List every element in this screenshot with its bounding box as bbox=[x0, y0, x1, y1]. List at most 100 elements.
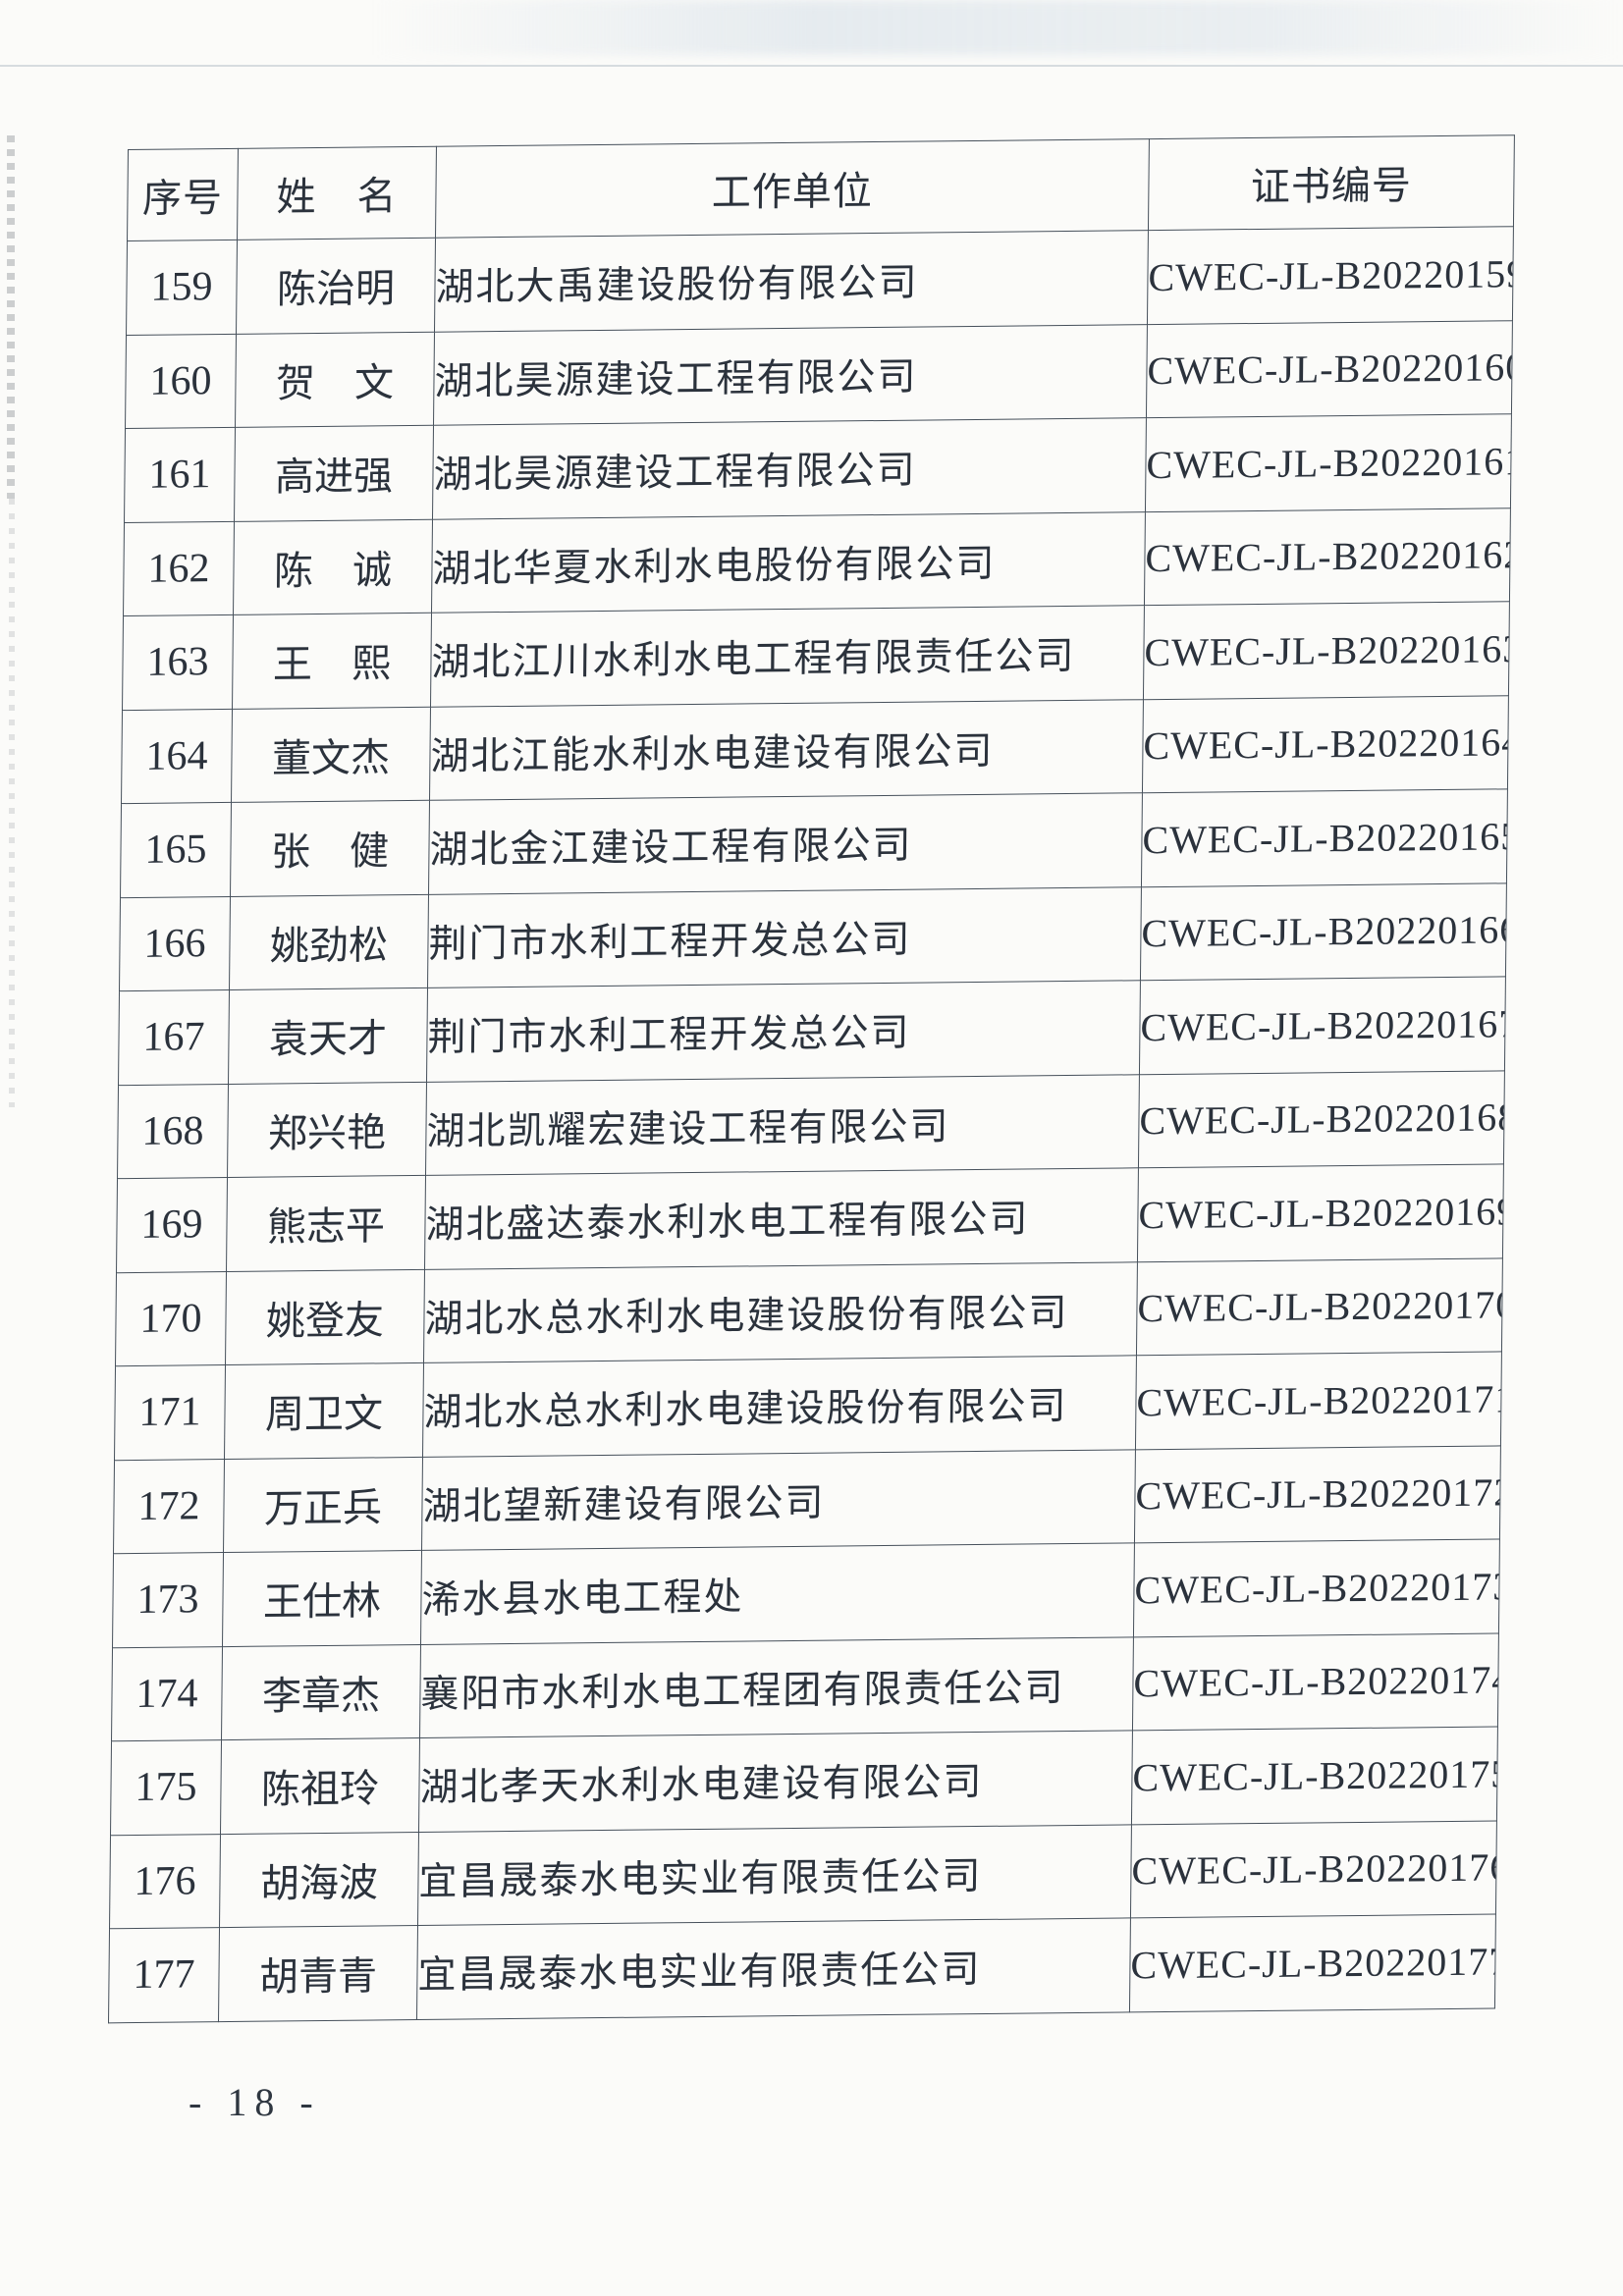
table-row: 163 王 熙 湖北江川水利水电工程有限责任公司 CWEC-JL-B202201… bbox=[122, 601, 1510, 711]
cell-certificate-number: CWEC-JL-B20220164 bbox=[1142, 695, 1509, 793]
cell-name: 周卫文 bbox=[224, 1362, 424, 1460]
cell-certificate-number: CWEC-JL-B20220162 bbox=[1144, 507, 1511, 606]
cell-index: 164 bbox=[121, 708, 233, 804]
cell-index: 167 bbox=[118, 989, 230, 1086]
cell-certificate-number: CWEC-JL-B20220171 bbox=[1135, 1351, 1502, 1450]
cell-index: 161 bbox=[124, 427, 236, 523]
table-row: 169 熊志平 湖北盛达泰水利水电工程有限公司 CWEC-JL-B2022016… bbox=[116, 1163, 1504, 1273]
cell-work-unit: 宜昌晟泰水电实业有限责任公司 bbox=[416, 1917, 1131, 2020]
cell-work-unit: 襄阳市水利水电工程团有限责任公司 bbox=[419, 1636, 1134, 1738]
certificate-table: 序号 姓 名 工作单位 证书编号 159 陈治明 湖北大禹建设股份有限公司 CW… bbox=[108, 134, 1515, 2023]
cell-certificate-number: CWEC-JL-B20220169 bbox=[1137, 1163, 1504, 1262]
cell-work-unit: 湖北昊源建设工程有限公司 bbox=[433, 324, 1148, 426]
cell-work-unit: 湖北凯耀宏建设工程有限公司 bbox=[425, 1074, 1140, 1176]
cell-name: 陈祖玲 bbox=[220, 1737, 420, 1835]
cell-index: 159 bbox=[126, 240, 238, 336]
cell-work-unit: 湖北望新建设有限公司 bbox=[421, 1449, 1136, 1551]
cell-certificate-number: CWEC-JL-B20220175 bbox=[1131, 1726, 1498, 1825]
cell-certificate-number: CWEC-JL-B20220177 bbox=[1129, 1914, 1496, 2012]
table-row: 164 董文杰 湖北江能水利水电建设有限公司 CWEC-JL-B20220164 bbox=[121, 695, 1509, 804]
cell-index: 176 bbox=[109, 1834, 221, 1929]
cell-certificate-number: CWEC-JL-B20220167 bbox=[1139, 976, 1506, 1075]
table-row: 173 王仕林 浠水县水电工程处 CWEC-JL-B20220173 bbox=[112, 1538, 1500, 1648]
cell-name: 姚劲松 bbox=[229, 893, 429, 990]
table-row: 176 胡海波 宜昌晟泰水电实业有限责任公司 CWEC-JL-B20220176 bbox=[109, 1820, 1497, 1929]
cell-work-unit: 湖北水总水利水电建设股份有限公司 bbox=[422, 1355, 1137, 1457]
cell-certificate-number: CWEC-JL-B20220163 bbox=[1143, 601, 1510, 700]
cell-certificate-number: CWEC-JL-B20220161 bbox=[1145, 413, 1512, 512]
cell-work-unit: 荆门市水利工程开发总公司 bbox=[427, 886, 1142, 988]
scan-noise-left-edge bbox=[7, 135, 15, 499]
cell-name: 姚登友 bbox=[225, 1268, 425, 1365]
cell-name: 王仕林 bbox=[222, 1550, 422, 1647]
table-row: 167 袁天才 荆门市水利工程开发总公司 CWEC-JL-B20220167 bbox=[118, 976, 1506, 1086]
cell-work-unit: 宜昌晟泰水电实业有限责任公司 bbox=[417, 1824, 1132, 1926]
cell-index: 162 bbox=[123, 520, 235, 616]
cell-work-unit: 湖北昊源建设工程有限公司 bbox=[432, 417, 1147, 519]
cell-work-unit: 湖北金江建设工程有限公司 bbox=[428, 792, 1143, 894]
cell-name: 高进强 bbox=[234, 425, 434, 521]
table-row: 162 陈 诚 湖北华夏水利水电股份有限公司 CWEC-JL-B20220162 bbox=[123, 507, 1511, 616]
cell-name: 李章杰 bbox=[221, 1643, 421, 1740]
cell-work-unit: 湖北江能水利水电建设有限公司 bbox=[429, 699, 1144, 801]
scan-noise-left-edge-faint bbox=[9, 499, 15, 1107]
cell-work-unit: 湖北华夏水利水电股份有限公司 bbox=[431, 511, 1146, 614]
column-header-index: 序号 bbox=[127, 148, 239, 241]
column-header-certificate-number: 证书编号 bbox=[1148, 134, 1515, 231]
cell-name: 袁天才 bbox=[228, 988, 428, 1084]
table-row: 172 万正兵 湖北望新建设有限公司 CWEC-JL-B20220172 bbox=[113, 1445, 1501, 1554]
cell-name: 熊志平 bbox=[226, 1175, 426, 1272]
table-header-row: 序号 姓 名 工作单位 证书编号 bbox=[127, 134, 1515, 241]
cell-certificate-number: CWEC-JL-B20220170 bbox=[1136, 1257, 1503, 1356]
cell-work-unit: 湖北大禹建设股份有限公司 bbox=[434, 230, 1149, 332]
cell-work-unit: 湖北孝天水利水电建设有限公司 bbox=[418, 1730, 1133, 1832]
cell-index: 174 bbox=[111, 1646, 223, 1741]
cell-work-unit: 湖北江川水利水电工程有限责任公司 bbox=[430, 605, 1145, 707]
cell-name: 陈治明 bbox=[236, 238, 436, 334]
cell-certificate-number: CWEC-JL-B20220173 bbox=[1133, 1538, 1500, 1637]
cell-name: 贺 文 bbox=[235, 331, 435, 428]
cell-index: 172 bbox=[113, 1459, 225, 1554]
cell-name: 胡青青 bbox=[218, 1925, 418, 2022]
table-row: 175 陈祖玲 湖北孝天水利水电建设有限公司 CWEC-JL-B20220175 bbox=[110, 1726, 1498, 1836]
cell-work-unit: 湖北水总水利水电建设股份有限公司 bbox=[423, 1261, 1138, 1363]
cell-name: 张 健 bbox=[230, 800, 430, 896]
certificate-table-sheet: 序号 姓 名 工作单位 证书编号 159 陈治明 湖北大禹建设股份有限公司 CW… bbox=[108, 134, 1515, 2023]
table-row: 171 周卫文 湖北水总水利水电建设股份有限公司 CWEC-JL-B202201… bbox=[114, 1351, 1502, 1461]
cell-index: 177 bbox=[108, 1927, 220, 2023]
table-row: 177 胡青青 宜昌晟泰水电实业有限责任公司 CWEC-JL-B20220177 bbox=[108, 1914, 1496, 2023]
cell-index: 169 bbox=[116, 1177, 228, 1273]
scan-smudge-top bbox=[373, 0, 1623, 55]
cell-certificate-number: CWEC-JL-B20220172 bbox=[1134, 1445, 1501, 1543]
cell-certificate-number: CWEC-JL-B20220176 bbox=[1130, 1820, 1497, 1918]
cell-index: 170 bbox=[115, 1271, 227, 1366]
table-body: 159 陈治明 湖北大禹建设股份有限公司 CWEC-JL-B20220159 1… bbox=[108, 226, 1514, 2023]
cell-work-unit: 浠水县水电工程处 bbox=[420, 1542, 1135, 1644]
table-row: 161 高进强 湖北昊源建设工程有限公司 CWEC-JL-B20220161 bbox=[124, 413, 1512, 523]
table-row: 166 姚劲松 荆门市水利工程开发总公司 CWEC-JL-B20220166 bbox=[119, 882, 1507, 991]
cell-certificate-number: CWEC-JL-B20220165 bbox=[1141, 788, 1508, 887]
cell-index: 166 bbox=[119, 895, 231, 991]
cell-name: 王 熙 bbox=[232, 613, 432, 709]
page-number: - 18 - bbox=[189, 2080, 321, 2124]
cell-certificate-number: CWEC-JL-B20220168 bbox=[1138, 1070, 1505, 1168]
cell-certificate-number: CWEC-JL-B20220174 bbox=[1132, 1632, 1499, 1731]
table-row: 159 陈治明 湖北大禹建设股份有限公司 CWEC-JL-B20220159 bbox=[126, 226, 1514, 336]
cell-certificate-number: CWEC-JL-B20220166 bbox=[1140, 882, 1507, 981]
table-row: 165 张 健 湖北金江建设工程有限公司 CWEC-JL-B20220165 bbox=[120, 788, 1508, 898]
cell-name: 董文杰 bbox=[231, 706, 431, 803]
table-row: 168 郑兴艳 湖北凯耀宏建设工程有限公司 CWEC-JL-B20220168 bbox=[117, 1070, 1505, 1179]
cell-certificate-number: CWEC-JL-B20220160 bbox=[1146, 320, 1513, 418]
table-row: 174 李章杰 襄阳市水利水电工程团有限责任公司 CWEC-JL-B202201… bbox=[111, 1632, 1499, 1741]
cell-name: 郑兴艳 bbox=[227, 1081, 427, 1178]
cell-index: 175 bbox=[110, 1739, 222, 1836]
scan-line-artifact bbox=[0, 65, 1623, 67]
cell-work-unit: 湖北盛达泰水利水电工程有限公司 bbox=[424, 1167, 1139, 1269]
cell-index: 171 bbox=[114, 1364, 226, 1461]
cell-work-unit: 荆门市水利工程开发总公司 bbox=[426, 980, 1141, 1082]
table-row: 170 姚登友 湖北水总水利水电建设股份有限公司 CWEC-JL-B202201… bbox=[115, 1257, 1503, 1366]
column-header-work-unit: 工作单位 bbox=[435, 138, 1150, 239]
cell-index: 173 bbox=[112, 1552, 224, 1648]
cell-index: 168 bbox=[117, 1083, 229, 1179]
